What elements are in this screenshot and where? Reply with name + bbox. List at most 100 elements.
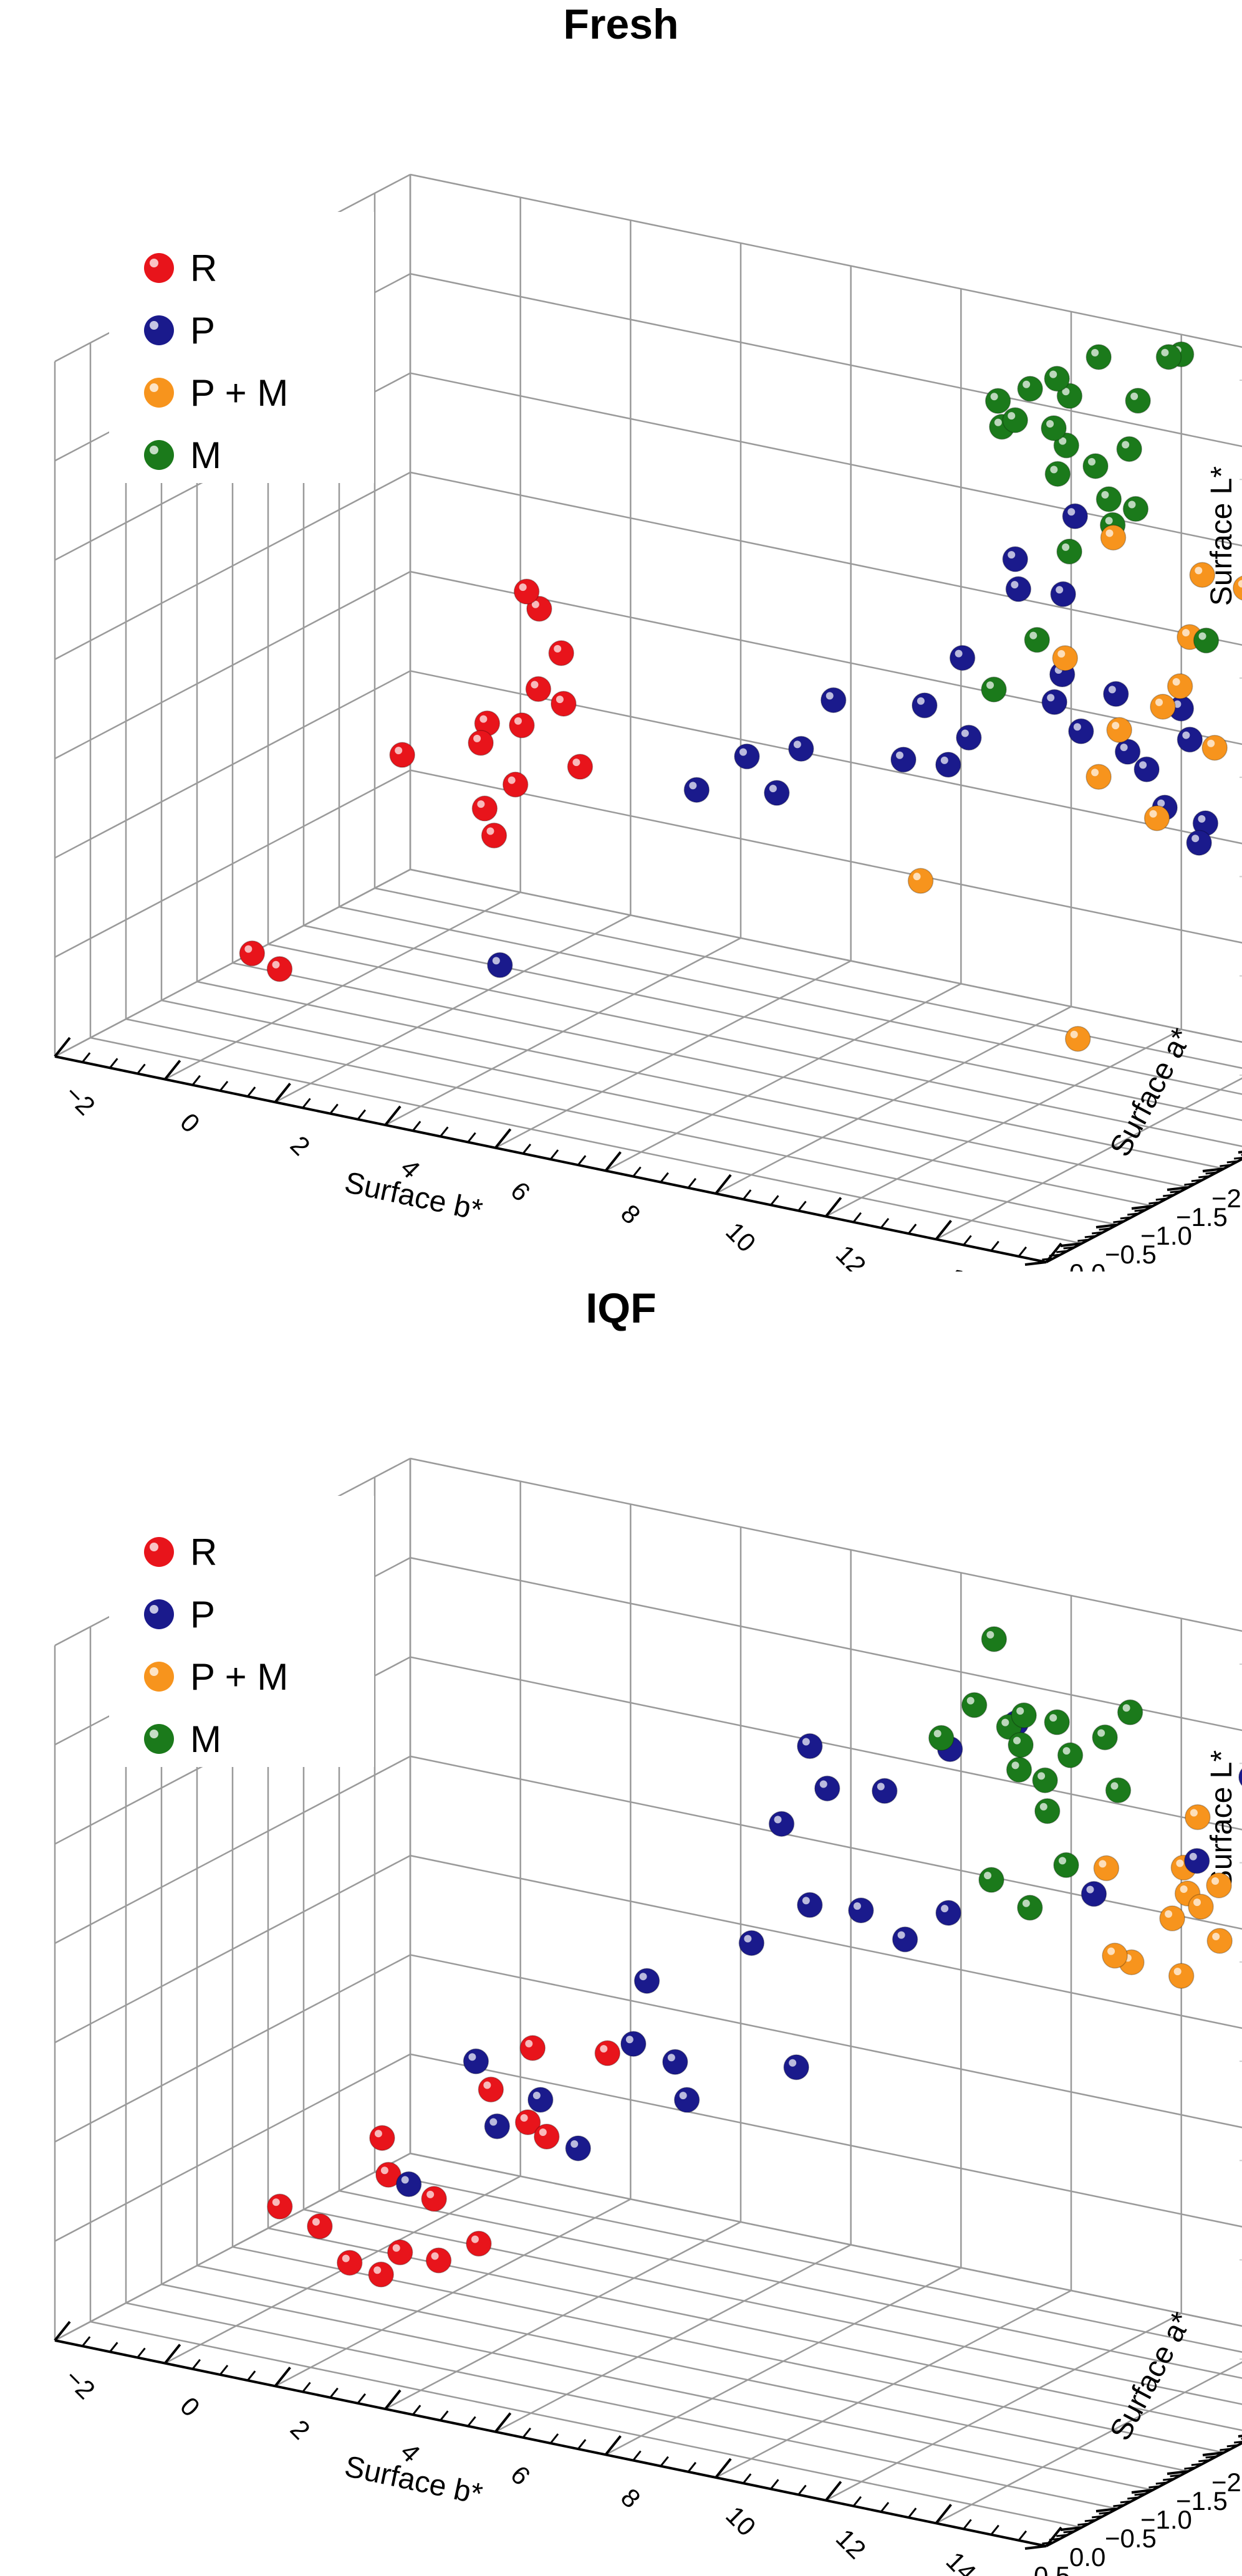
data-point (848, 1897, 874, 1923)
grid-line (410, 868, 1242, 1043)
x-minor-tick (770, 1195, 779, 1206)
data-point-marker (1238, 1768, 1242, 1786)
grid-line (410, 1457, 1242, 1632)
data-point-highlight (1198, 632, 1206, 640)
y-minor-tick (1134, 1209, 1146, 1212)
z-axis-label: Surface L* (1205, 1750, 1238, 1890)
data-point-highlight (679, 2092, 687, 2100)
y-tick (1095, 2507, 1118, 2512)
data-point (1017, 375, 1043, 402)
data-point-marker (1103, 681, 1129, 707)
data-point (1103, 681, 1129, 707)
data-point-marker (872, 1778, 898, 1804)
data-point (502, 772, 529, 798)
grid-line (54, 769, 411, 958)
legend-marker (144, 1599, 174, 1629)
y-tick-label: −2.0 (1211, 1184, 1242, 1213)
data-point-marker (1177, 726, 1203, 753)
data-point (1206, 1928, 1233, 1954)
grid-line (54, 1755, 411, 1944)
data-point-marker (395, 2171, 422, 2198)
x-minor-tick (329, 2387, 339, 2398)
data-point-highlight (471, 2235, 479, 2243)
data-point-highlight (392, 2244, 400, 2252)
data-point (565, 2135, 591, 2162)
y-minor-tick (1127, 2496, 1139, 2500)
legend-label: P + M (190, 1656, 288, 1698)
x-minor-tick (329, 1103, 339, 1114)
data-point-highlight (1037, 1772, 1046, 1780)
data-point-marker (1100, 524, 1127, 551)
data-point-marker (1034, 1798, 1061, 1824)
data-point-marker (337, 2249, 363, 2276)
data-point (620, 2031, 647, 2057)
data-point-marker (1206, 1928, 1233, 1954)
y-tick (1131, 2489, 1153, 2494)
data-point-marker (1186, 830, 1212, 856)
y-minor-tick (1134, 2492, 1146, 2496)
data-point (527, 2087, 554, 2113)
x-minor-tick (632, 1166, 642, 1177)
x-tick-label: 8 (615, 2483, 647, 2514)
data-point (1186, 830, 1212, 856)
data-point (1050, 581, 1076, 608)
data-point (1122, 496, 1149, 522)
data-point-marker (1032, 1767, 1058, 1794)
y-axis-label: Surface a* (1104, 2307, 1198, 2446)
data-point-highlight (1013, 1736, 1021, 1745)
data-point-marker (1114, 739, 1141, 765)
data-point (425, 2247, 452, 2274)
x-tick (54, 1037, 71, 1058)
legend-box (109, 1496, 374, 1767)
data-point (1233, 575, 1242, 601)
grid-line (374, 887, 1242, 1069)
data-point-marker (1183, 1848, 1210, 1874)
x-minor-tick (990, 1240, 999, 1252)
data-point-highlight (477, 800, 485, 808)
data-point-highlight (1110, 1782, 1119, 1790)
data-point-marker (1068, 718, 1094, 744)
y-tick (1167, 2470, 1189, 2475)
legend-marker-highlight (150, 1543, 158, 1551)
data-point (1206, 1872, 1232, 1898)
data-point-marker (1134, 756, 1160, 783)
data-point-highlight (570, 2140, 579, 2148)
data-point-marker (1064, 1026, 1091, 1052)
data-point-highlight (272, 960, 280, 969)
x-tick-label: 0 (175, 1108, 206, 1139)
x-tick (54, 2320, 71, 2342)
data-point (395, 2171, 422, 2198)
x-minor-tick (907, 2507, 917, 2519)
x-minor-tick (963, 2519, 972, 2530)
grid-line (410, 2053, 1242, 2228)
grid-line (161, 999, 1153, 1207)
legend-label: P + M (190, 372, 288, 414)
data-point (1183, 1848, 1210, 1874)
data-point-marker (1188, 1894, 1214, 1920)
grid-line (410, 1755, 1242, 1930)
x-minor-tick (191, 2358, 201, 2370)
data-point (1167, 673, 1193, 699)
y-minor-tick (1049, 2537, 1061, 2541)
data-point-highlight (1120, 744, 1128, 752)
data-point (734, 743, 760, 770)
data-point (1081, 1880, 1107, 1907)
data-point-marker (1150, 694, 1176, 720)
data-point-highlight (1182, 629, 1190, 637)
data-point (1053, 1852, 1079, 1879)
y-tick-label: −1.0 (1140, 2505, 1192, 2534)
data-point-highlight (431, 2252, 439, 2260)
data-point (368, 2261, 394, 2288)
data-point-marker (1159, 1905, 1185, 1932)
data-point (1017, 1895, 1043, 1921)
data-point-highlight (539, 2128, 547, 2136)
y-minor-tick (1163, 1194, 1175, 1197)
data-point-highlight (1128, 500, 1136, 509)
data-point-marker (565, 2135, 591, 2162)
x-tick-label: 10 (720, 2501, 761, 2542)
data-point (1117, 1699, 1143, 1726)
data-point-marker (1201, 734, 1228, 761)
x-minor-tick (880, 2502, 890, 2512)
data-point-highlight (961, 729, 969, 737)
x-minor-tick (660, 1172, 669, 1183)
